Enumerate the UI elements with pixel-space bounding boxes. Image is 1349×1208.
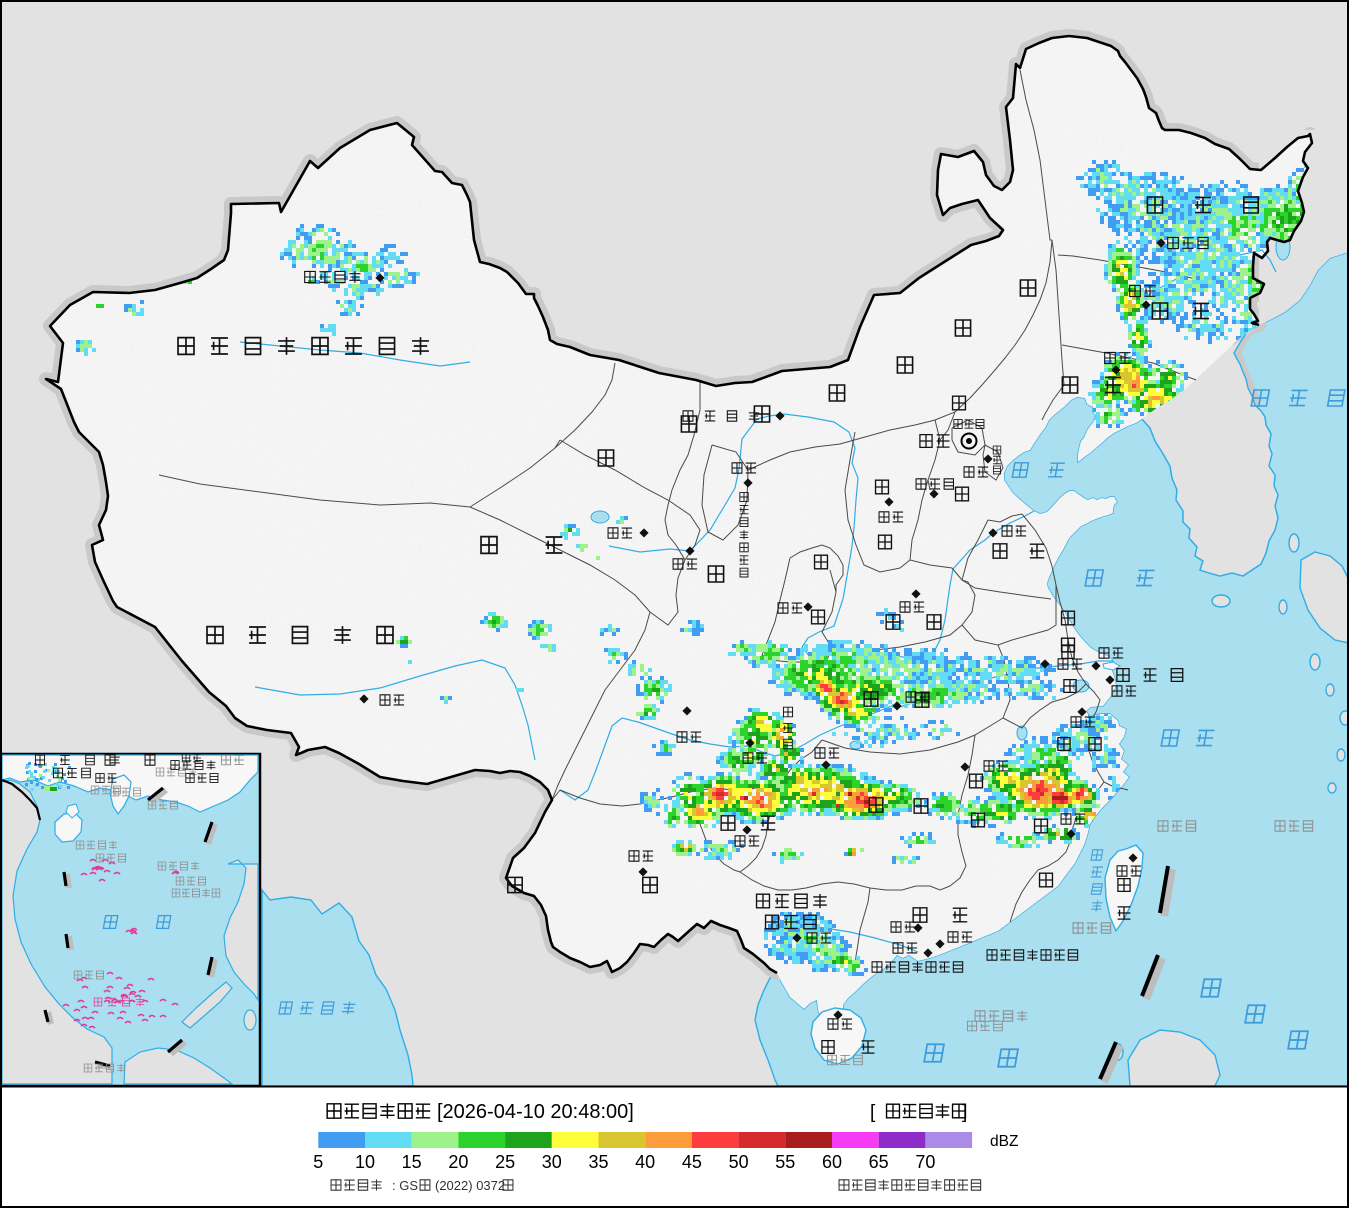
svg-text:65: 65 xyxy=(869,1152,889,1172)
svg-text:[: [ xyxy=(870,1102,876,1123)
svg-text:25: 25 xyxy=(495,1152,515,1172)
svg-text:55: 55 xyxy=(775,1152,795,1172)
svg-text:50: 50 xyxy=(729,1152,749,1172)
svg-text:15: 15 xyxy=(402,1152,422,1172)
svg-text:35: 35 xyxy=(588,1152,608,1172)
svg-text:: GS: : GS xyxy=(392,1178,418,1193)
svg-text:(2022) 0372: (2022) 0372 xyxy=(435,1178,505,1193)
svg-text:[2026-04-10 20:48:00]: [2026-04-10 20:48:00] xyxy=(437,1101,634,1123)
svg-text:dBZ: dBZ xyxy=(990,1133,1018,1150)
svg-text:20: 20 xyxy=(448,1152,468,1172)
svg-text:]: ] xyxy=(962,1102,967,1123)
svg-text:5: 5 xyxy=(313,1152,323,1172)
svg-text:40: 40 xyxy=(635,1152,655,1172)
svg-text:60: 60 xyxy=(822,1152,842,1172)
svg-text:45: 45 xyxy=(682,1152,702,1172)
svg-text:10: 10 xyxy=(355,1152,375,1172)
svg-text:70: 70 xyxy=(915,1152,935,1172)
svg-text:30: 30 xyxy=(542,1152,562,1172)
